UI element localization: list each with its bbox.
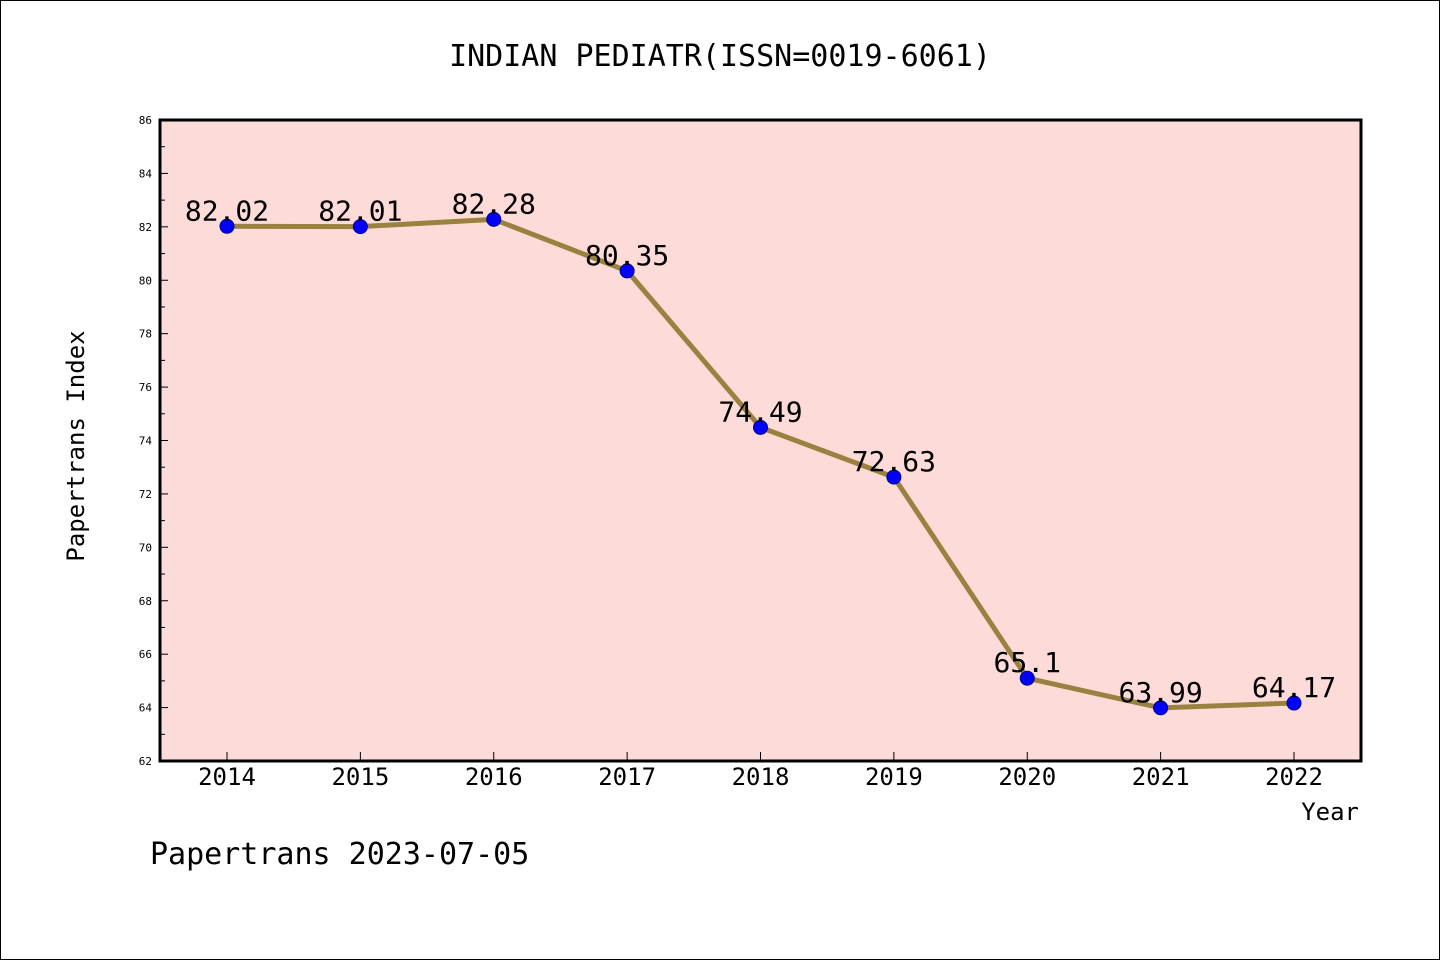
data-label: 65.1 [994,646,1061,679]
data-point [1286,695,1302,711]
data-point [619,263,635,279]
y-tick-label: 84 [139,167,153,180]
data-point [886,469,902,485]
x-tick-label: 2020 [998,763,1056,791]
x-tick-label: 2022 [1265,763,1323,791]
y-tick-label: 80 [139,274,152,287]
y-tick-label: 76 [139,381,152,394]
data-label: 80.35 [585,239,669,272]
y-tick-label: 82 [139,221,152,234]
data-label: 72.63 [852,445,936,478]
x-axis-label: Year [1301,798,1359,826]
x-tick-label: 2016 [465,763,523,791]
y-tick-label: 70 [139,541,152,554]
data-point [486,211,502,227]
y-axis-ticks: 62 64 66 68 70 72 74 76 78 80 82 84 86 [139,114,168,768]
x-tick-label: 2021 [1132,763,1190,791]
data-label: 63.99 [1118,676,1202,709]
chart-title: INDIAN PEDIATR(ISSN=0019-6061) [449,39,991,74]
x-tick-label: 2017 [598,763,656,791]
data-label: 82.28 [452,187,536,220]
data-label: 82.02 [185,194,269,227]
y-tick-label: 64 [139,702,153,715]
x-tick-label: 2014 [198,763,256,791]
data-point [352,219,368,235]
y-tick-label: 72 [139,488,152,501]
data-point [1019,670,1035,686]
y-tick-label: 68 [139,595,152,608]
y-axis-label: Papertrans Index [62,330,90,561]
footer-text: Papertrans 2023-07-05 [150,837,529,872]
data-point [1153,700,1169,716]
x-tick-label: 2015 [331,763,389,791]
y-tick-label: 86 [139,114,152,127]
data-label: 82.01 [318,195,402,228]
data-label: 64.17 [1252,671,1336,704]
y-tick-label: 74 [139,435,153,448]
data-point [219,218,235,234]
x-tick-label: 2018 [732,763,790,791]
x-tick-label: 2019 [865,763,923,791]
y-tick-label: 78 [139,328,152,341]
x-axis-ticks: 2014 2015 2016 2017 2018 2019 2020 2021 2022 [198,752,1323,791]
series-layer: 82.02 82.01 82.28 80.35 74.49 72.63 65.1 63.99 6… [185,187,1336,716]
data-label: 74.49 [718,395,802,428]
data-point [753,419,768,435]
y-tick-label: 66 [139,648,152,661]
y-tick-label: 62 [139,755,152,768]
